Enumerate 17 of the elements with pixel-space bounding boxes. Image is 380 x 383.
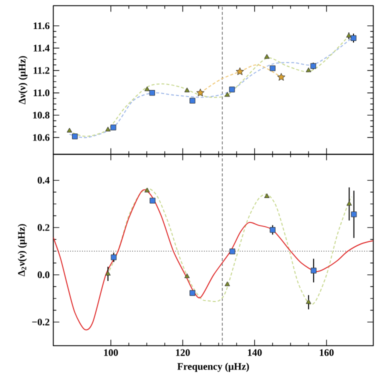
y-tick-label: 0.0 xyxy=(38,271,50,278)
y-tick-label: 11.2 xyxy=(34,67,50,74)
y-tick-label: 11.4 xyxy=(34,44,50,52)
y-tick-label: 0.2 xyxy=(38,224,50,231)
y-axis-title: Δν(ν) (μHz) xyxy=(18,56,28,104)
x-tick-label: 100 xyxy=(104,349,118,356)
y-tick-label: 10.8 xyxy=(33,112,50,119)
y-axis-title: Δ$_{2}$ν(ν) (μHz) xyxy=(18,224,27,276)
x-tick-label: 160 xyxy=(320,349,334,356)
y-tick-label: 10.6 xyxy=(33,134,50,141)
y-tick-label: 11.0 xyxy=(34,89,50,96)
x-axis-title: Frequency (μHz) xyxy=(177,362,249,372)
y-tick-label: 0.4 xyxy=(38,176,50,184)
y-tick-label: 11.6 xyxy=(34,22,50,30)
y-tick-label: −0.2 xyxy=(32,318,50,326)
x-tick-label: 140 xyxy=(248,349,262,356)
x-tick-label: 120 xyxy=(176,349,190,356)
